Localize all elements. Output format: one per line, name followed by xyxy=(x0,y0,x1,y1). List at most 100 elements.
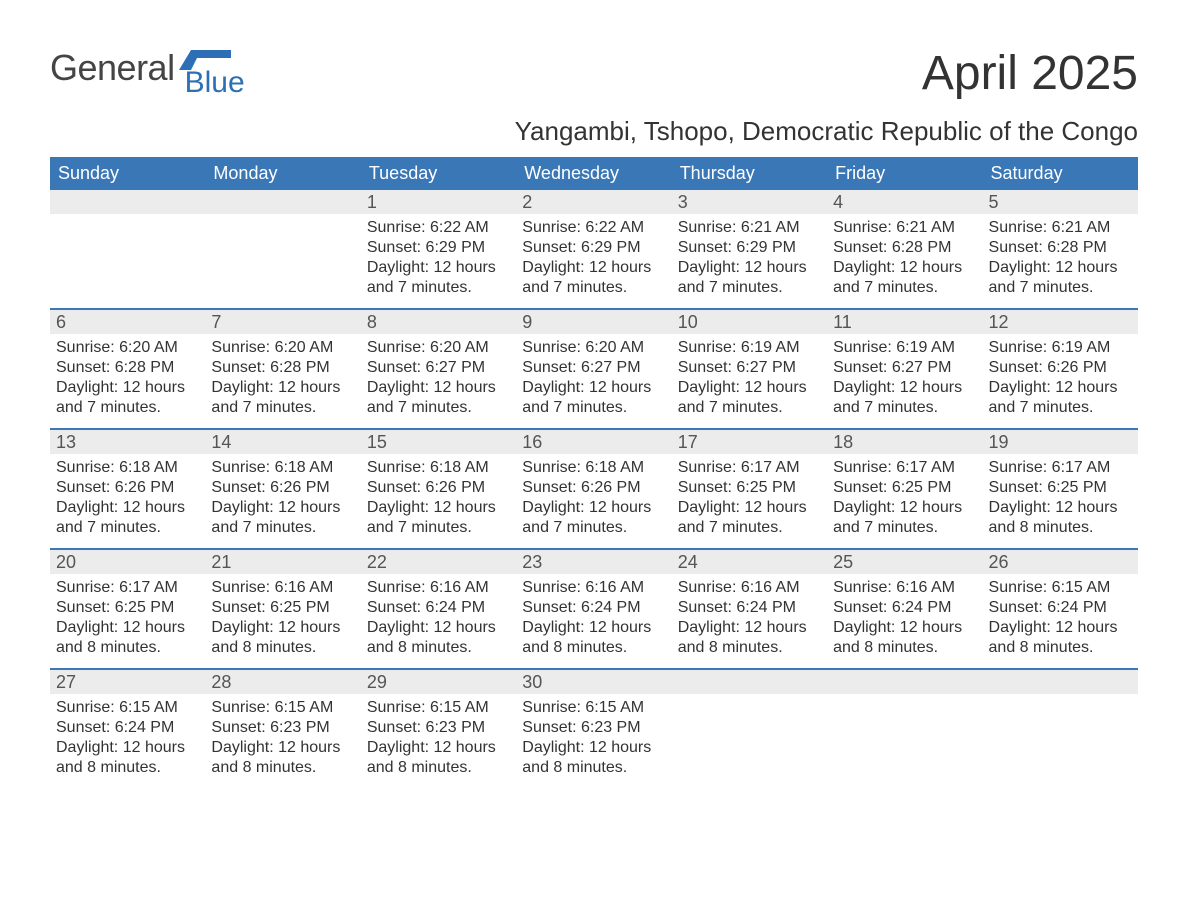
sunset-line: Sunset: 6:28 PM xyxy=(989,238,1132,258)
header-row: General Blue April 2025 xyxy=(50,50,1138,98)
sunset-line: Sunset: 6:25 PM xyxy=(211,598,354,618)
week-row: 6Sunrise: 6:20 AMSunset: 6:28 PMDaylight… xyxy=(50,308,1138,428)
day-number: 11 xyxy=(827,310,982,334)
sunset-line: Sunset: 6:26 PM xyxy=(367,478,510,498)
day-number: 1 xyxy=(361,190,516,214)
daylight-line: Daylight: 12 hours and 7 minutes. xyxy=(211,378,354,418)
daylight-line: Daylight: 12 hours and 7 minutes. xyxy=(989,258,1132,298)
day-number: 6 xyxy=(50,310,205,334)
daylight-line: Daylight: 12 hours and 7 minutes. xyxy=(522,258,665,298)
day-body: Sunrise: 6:17 AMSunset: 6:25 PMDaylight:… xyxy=(672,454,827,546)
brand-logo: General Blue xyxy=(50,50,245,98)
day-cell: 10Sunrise: 6:19 AMSunset: 6:27 PMDayligh… xyxy=(672,310,827,428)
day-cell xyxy=(827,670,982,788)
day-cell: 18Sunrise: 6:17 AMSunset: 6:25 PMDayligh… xyxy=(827,430,982,548)
daylight-line: Daylight: 12 hours and 7 minutes. xyxy=(522,498,665,538)
day-cell: 25Sunrise: 6:16 AMSunset: 6:24 PMDayligh… xyxy=(827,550,982,668)
daylight-line: Daylight: 12 hours and 8 minutes. xyxy=(56,618,199,658)
daylight-line: Daylight: 12 hours and 7 minutes. xyxy=(56,498,199,538)
daylight-line: Daylight: 12 hours and 7 minutes. xyxy=(989,378,1132,418)
day-cell: 1Sunrise: 6:22 AMSunset: 6:29 PMDaylight… xyxy=(361,190,516,308)
sunrise-line: Sunrise: 6:20 AM xyxy=(367,338,510,358)
day-number xyxy=(205,190,360,214)
day-body: Sunrise: 6:17 AMSunset: 6:25 PMDaylight:… xyxy=(827,454,982,546)
day-number: 25 xyxy=(827,550,982,574)
sunset-line: Sunset: 6:29 PM xyxy=(678,238,821,258)
daylight-line: Daylight: 12 hours and 8 minutes. xyxy=(211,618,354,658)
sunrise-line: Sunrise: 6:17 AM xyxy=(56,578,199,598)
brand-word2: Blue xyxy=(185,68,245,98)
day-body: Sunrise: 6:15 AMSunset: 6:23 PMDaylight:… xyxy=(205,694,360,786)
sunrise-line: Sunrise: 6:19 AM xyxy=(989,338,1132,358)
day-body: Sunrise: 6:15 AMSunset: 6:24 PMDaylight:… xyxy=(983,574,1138,666)
sunset-line: Sunset: 6:23 PM xyxy=(211,718,354,738)
day-body: Sunrise: 6:17 AMSunset: 6:25 PMDaylight:… xyxy=(983,454,1138,546)
week-row: 20Sunrise: 6:17 AMSunset: 6:25 PMDayligh… xyxy=(50,548,1138,668)
day-cell xyxy=(672,670,827,788)
sunset-line: Sunset: 6:27 PM xyxy=(833,358,976,378)
day-cell xyxy=(205,190,360,308)
sunset-line: Sunset: 6:26 PM xyxy=(522,478,665,498)
daylight-line: Daylight: 12 hours and 7 minutes. xyxy=(678,498,821,538)
day-body: Sunrise: 6:17 AMSunset: 6:25 PMDaylight:… xyxy=(50,574,205,666)
sunset-line: Sunset: 6:26 PM xyxy=(56,478,199,498)
dow-saturday: Saturday xyxy=(983,157,1138,190)
day-cell: 2Sunrise: 6:22 AMSunset: 6:29 PMDaylight… xyxy=(516,190,671,308)
dow-friday: Friday xyxy=(827,157,982,190)
day-number: 18 xyxy=(827,430,982,454)
sunrise-line: Sunrise: 6:20 AM xyxy=(211,338,354,358)
day-body xyxy=(672,694,827,706)
day-body xyxy=(983,694,1138,706)
day-body: Sunrise: 6:21 AMSunset: 6:29 PMDaylight:… xyxy=(672,214,827,306)
day-body xyxy=(50,214,205,226)
week-row: 13Sunrise: 6:18 AMSunset: 6:26 PMDayligh… xyxy=(50,428,1138,548)
month-title: April 2025 xyxy=(922,50,1138,98)
day-body: Sunrise: 6:18 AMSunset: 6:26 PMDaylight:… xyxy=(516,454,671,546)
sunset-line: Sunset: 6:25 PM xyxy=(678,478,821,498)
week-row: 1Sunrise: 6:22 AMSunset: 6:29 PMDaylight… xyxy=(50,190,1138,308)
day-body: Sunrise: 6:19 AMSunset: 6:27 PMDaylight:… xyxy=(672,334,827,426)
day-cell: 21Sunrise: 6:16 AMSunset: 6:25 PMDayligh… xyxy=(205,550,360,668)
day-number: 28 xyxy=(205,670,360,694)
day-cell: 17Sunrise: 6:17 AMSunset: 6:25 PMDayligh… xyxy=(672,430,827,548)
day-number: 26 xyxy=(983,550,1138,574)
day-number: 15 xyxy=(361,430,516,454)
sunrise-line: Sunrise: 6:17 AM xyxy=(833,458,976,478)
sunrise-line: Sunrise: 6:18 AM xyxy=(56,458,199,478)
day-cell: 5Sunrise: 6:21 AMSunset: 6:28 PMDaylight… xyxy=(983,190,1138,308)
day-number: 16 xyxy=(516,430,671,454)
week-row: 27Sunrise: 6:15 AMSunset: 6:24 PMDayligh… xyxy=(50,668,1138,788)
sunset-line: Sunset: 6:24 PM xyxy=(56,718,199,738)
day-cell: 28Sunrise: 6:15 AMSunset: 6:23 PMDayligh… xyxy=(205,670,360,788)
day-cell: 3Sunrise: 6:21 AMSunset: 6:29 PMDaylight… xyxy=(672,190,827,308)
day-cell: 7Sunrise: 6:20 AMSunset: 6:28 PMDaylight… xyxy=(205,310,360,428)
day-cell: 30Sunrise: 6:15 AMSunset: 6:23 PMDayligh… xyxy=(516,670,671,788)
day-number: 14 xyxy=(205,430,360,454)
calendar-page: General Blue April 2025 Yangambi, Tshopo… xyxy=(0,0,1188,828)
day-body: Sunrise: 6:21 AMSunset: 6:28 PMDaylight:… xyxy=(983,214,1138,306)
day-number: 7 xyxy=(205,310,360,334)
daylight-line: Daylight: 12 hours and 7 minutes. xyxy=(833,498,976,538)
sunrise-line: Sunrise: 6:16 AM xyxy=(211,578,354,598)
location-line: Yangambi, Tshopo, Democratic Republic of… xyxy=(50,116,1138,147)
day-cell: 13Sunrise: 6:18 AMSunset: 6:26 PMDayligh… xyxy=(50,430,205,548)
day-number: 2 xyxy=(516,190,671,214)
sunrise-line: Sunrise: 6:16 AM xyxy=(522,578,665,598)
calendar-grid: Sunday Monday Tuesday Wednesday Thursday… xyxy=(50,157,1138,788)
day-cell: 4Sunrise: 6:21 AMSunset: 6:28 PMDaylight… xyxy=(827,190,982,308)
day-number: 29 xyxy=(361,670,516,694)
day-cell: 6Sunrise: 6:20 AMSunset: 6:28 PMDaylight… xyxy=(50,310,205,428)
sunrise-line: Sunrise: 6:20 AM xyxy=(56,338,199,358)
day-body: Sunrise: 6:16 AMSunset: 6:25 PMDaylight:… xyxy=(205,574,360,666)
day-body: Sunrise: 6:18 AMSunset: 6:26 PMDaylight:… xyxy=(205,454,360,546)
day-number: 27 xyxy=(50,670,205,694)
daylight-line: Daylight: 12 hours and 7 minutes. xyxy=(367,498,510,538)
sunset-line: Sunset: 6:24 PM xyxy=(522,598,665,618)
sunset-line: Sunset: 6:27 PM xyxy=(522,358,665,378)
day-body: Sunrise: 6:20 AMSunset: 6:28 PMDaylight:… xyxy=(205,334,360,426)
sunset-line: Sunset: 6:24 PM xyxy=(678,598,821,618)
daylight-line: Daylight: 12 hours and 8 minutes. xyxy=(367,618,510,658)
sunset-line: Sunset: 6:26 PM xyxy=(989,358,1132,378)
day-number xyxy=(50,190,205,214)
daylight-line: Daylight: 12 hours and 8 minutes. xyxy=(211,738,354,778)
